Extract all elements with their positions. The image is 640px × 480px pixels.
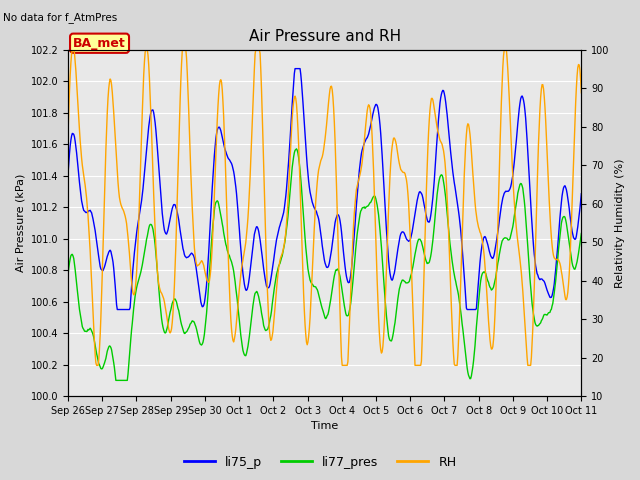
li75_p [403, 237, 411, 243]
li77_pres [388, 336, 396, 342]
li77_pres [292, 146, 300, 152]
li77_pres [112, 377, 120, 383]
li77_pres [403, 280, 411, 286]
RH [128, 278, 136, 284]
Y-axis label: Relativity Humidity (%): Relativity Humidity (%) [615, 158, 625, 288]
Y-axis label: Air Pressure (kPa): Air Pressure (kPa) [15, 174, 25, 272]
RH [180, 47, 188, 53]
RH [403, 182, 411, 188]
X-axis label: Time: Time [311, 421, 339, 432]
Legend: li75_p, li77_pres, RH: li75_p, li77_pres, RH [179, 451, 461, 474]
RH [64, 131, 72, 136]
li75_p [127, 294, 134, 300]
RH [93, 362, 100, 368]
li75_p [291, 66, 299, 72]
RH [207, 266, 214, 272]
Line: RH: RH [68, 50, 581, 365]
li75_p [206, 223, 214, 229]
li75_p [388, 277, 396, 283]
Text: BA_met: BA_met [73, 37, 126, 50]
RH [388, 144, 396, 149]
RH [74, 103, 82, 109]
li77_pres [577, 230, 585, 236]
li77_pres [74, 287, 81, 293]
Line: li75_p: li75_p [68, 69, 581, 310]
li75_p [179, 246, 187, 252]
Line: li77_pres: li77_pres [68, 149, 581, 380]
li77_pres [127, 336, 134, 341]
li75_p [113, 307, 121, 312]
RH [68, 47, 76, 53]
RH [577, 90, 585, 96]
Text: No data for f_AtmPres: No data for f_AtmPres [3, 12, 118, 23]
li77_pres [179, 327, 187, 333]
li77_pres [64, 273, 72, 278]
li77_pres [206, 259, 214, 265]
li75_p [577, 191, 585, 197]
li75_p [64, 171, 72, 177]
li75_p [74, 157, 81, 163]
Title: Air Pressure and RH: Air Pressure and RH [248, 29, 401, 44]
